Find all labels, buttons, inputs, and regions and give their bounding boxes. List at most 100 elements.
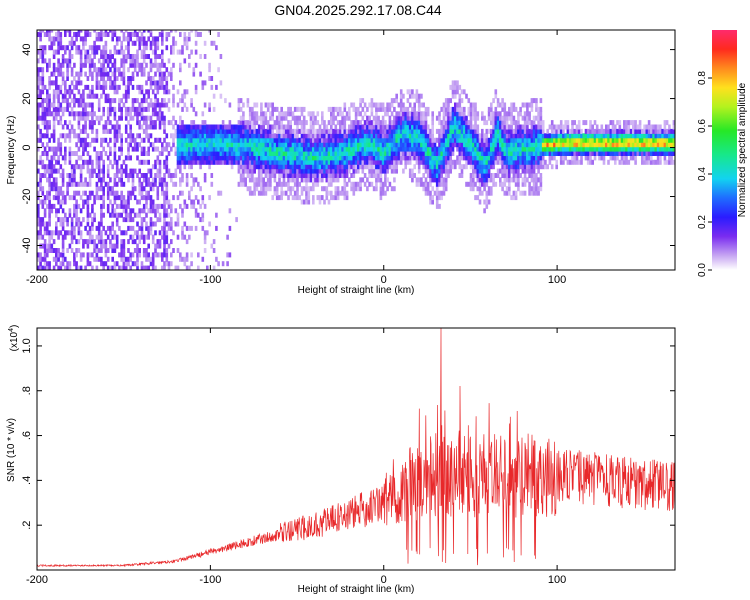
spectrogram-cell: [73, 181, 76, 187]
spectrogram-cell: [88, 230, 92, 236]
spectrogram-cell: [142, 186, 146, 192]
spectrogram-cell: [593, 146, 597, 152]
spectrogram-cell: [420, 133, 423, 139]
spectrogram-cell: [458, 84, 462, 90]
spectrogram-cell: [129, 217, 132, 223]
spectrogram-cell: [526, 142, 529, 148]
spectrogram-cell: [154, 252, 157, 258]
spectrogram-cell: [521, 155, 525, 161]
spectrogram-cell: [402, 115, 405, 121]
spectrogram-cell: [415, 137, 419, 143]
spectrogram-cell: [91, 234, 94, 240]
spectrogram-cell: [86, 217, 90, 223]
spectrogram-cell: [111, 98, 114, 104]
spectrogram-cell: [287, 155, 290, 161]
spectrogram-cell: [523, 115, 527, 121]
spectrogram-cell: [343, 159, 347, 165]
spectrogram-cell: [305, 177, 308, 183]
spectrogram-cell: [235, 155, 238, 161]
spectrogram-cell: [492, 142, 495, 148]
spectrogram-cell: [57, 106, 60, 112]
spectrogram-cell: [127, 203, 130, 209]
spectrogram-cell: [140, 181, 144, 187]
spectrogram-cell: [539, 124, 543, 130]
spectrogram-cell: [192, 203, 196, 209]
spectrogram-cell: [544, 142, 547, 148]
spectrogram-cell: [345, 181, 349, 187]
spectrogram-cell: [106, 265, 110, 270]
spectrogram-cell: [312, 164, 315, 170]
spectrogram-cell: [79, 128, 83, 134]
spectrogram-cell: [345, 195, 349, 201]
spectrogram-cell: [330, 159, 333, 165]
spectrogram-cell: [503, 164, 507, 170]
spectrogram-cell: [438, 177, 441, 183]
spectrogram-cell: [458, 124, 462, 130]
spectrogram-cell: [384, 173, 387, 178]
spectrogram-cell: [246, 173, 250, 178]
spectrogram-cell: [260, 164, 263, 170]
spectrogram-cell: [48, 248, 51, 253]
spectrogram-cell: [566, 133, 570, 139]
spectrogram-cell: [300, 177, 304, 183]
spectrogram-cell: [174, 128, 178, 134]
spectrogram-cell: [629, 155, 633, 161]
spectrogram-cell: [316, 177, 320, 183]
spectrogram-cell: [88, 102, 92, 108]
spectrogram-cell: [41, 89, 45, 95]
spectrogram-cell: [57, 234, 60, 240]
spectrogram-cell: [167, 106, 171, 112]
spectrogram-cell: [449, 120, 452, 126]
spectrogram-cell: [652, 133, 655, 139]
spectrogram-cell: [496, 133, 500, 139]
spectrogram-cell: [650, 155, 653, 161]
spectrogram-cell: [607, 137, 610, 143]
spectrogram-cell: [264, 111, 268, 117]
spectrogram-cell: [302, 142, 306, 148]
spectrogram-cell: [147, 230, 150, 236]
spectrogram-cell: [483, 199, 486, 205]
spectrogram-cell: [280, 124, 283, 130]
spectrogram-cell: [91, 239, 94, 245]
spectrogram-cell: [377, 137, 380, 143]
spectrogram-cell: [118, 225, 121, 231]
spectrogram-cell: [138, 45, 141, 51]
spectrogram-cell: [59, 217, 63, 223]
spectrogram-cell: [147, 54, 150, 59]
spectrogram-cell: [284, 142, 288, 148]
spectrogram-cell: [595, 124, 599, 130]
spectrogram-cell: [456, 106, 459, 112]
spectrogram-cell: [577, 133, 581, 139]
spectrogram-cell: [492, 159, 495, 165]
spectrogram-cell: [97, 67, 101, 73]
spectrogram-cell: [176, 124, 180, 130]
spectrogram-cell: [474, 173, 477, 178]
spectrogram-cell: [77, 265, 81, 270]
spectrogram-cell: [161, 84, 164, 90]
spectrogram-cell: [336, 168, 340, 174]
spectrogram-cell: [429, 142, 432, 148]
spectrogram-cell: [88, 32, 92, 37]
spectrogram-cell: [163, 102, 166, 108]
spectrogram-cell: [476, 168, 480, 174]
spectrogram-cell: [127, 151, 130, 156]
spectrogram-cell: [375, 106, 378, 112]
spectrogram-cell: [503, 115, 507, 121]
spectrogram-cell: [179, 137, 182, 143]
spectrogram-cell: [77, 203, 81, 209]
spectrogram-cell: [372, 151, 376, 156]
spectrogram-cell: [593, 142, 597, 148]
spectrogram-cell: [156, 62, 160, 68]
spectrogram-cell: [332, 106, 335, 112]
spectrogram-cell: [287, 142, 290, 148]
spectrogram-cell: [404, 128, 407, 134]
spectrogram-cell: [181, 151, 184, 156]
spectrogram-cell: [109, 190, 112, 196]
spectrogram-cell: [91, 137, 94, 143]
spectrogram-cell: [41, 80, 45, 86]
spectrogram-cell: [64, 256, 67, 262]
spectrogram-cell: [102, 164, 105, 170]
spectrogram-cell: [302, 173, 306, 178]
spectrogram-cell: [77, 30, 81, 33]
spectrogram-cell: [145, 177, 148, 183]
